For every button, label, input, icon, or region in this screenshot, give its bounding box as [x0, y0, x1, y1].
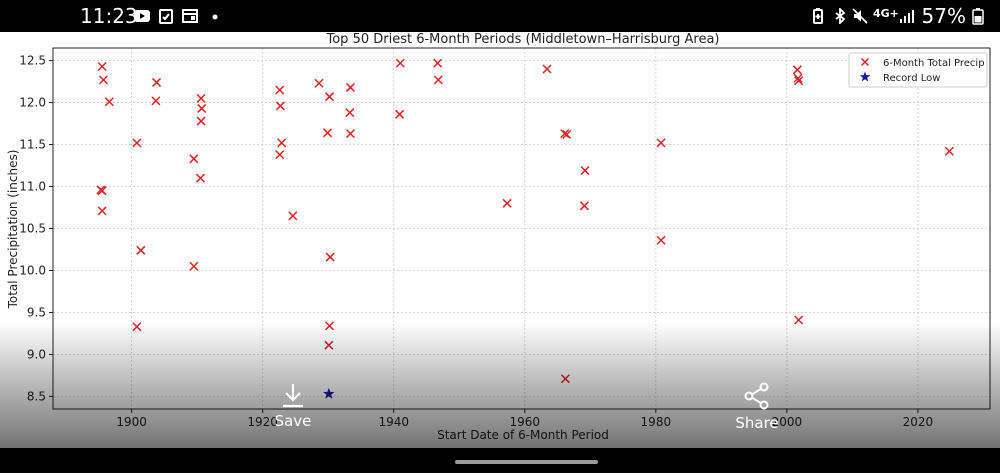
- data-point-x: [151, 77, 162, 87]
- data-point-x: [502, 198, 512, 208]
- status-bar: 11:23 4G+ 57%: [0, 0, 1000, 32]
- x-axis-label: Start Date of 6-Month Period: [437, 428, 609, 442]
- data-point-x: [275, 101, 285, 111]
- data-point-x: [195, 173, 205, 183]
- save-button[interactable]: Save: [253, 382, 333, 430]
- data-point-x: [433, 58, 443, 68]
- battery-saver-icon: [813, 8, 823, 24]
- data-point-x: [325, 252, 335, 262]
- data-point-x: [345, 108, 355, 118]
- data-point-x: [560, 374, 570, 384]
- network-type: 4G+: [873, 7, 899, 20]
- x-tick-label: 2020: [903, 415, 934, 429]
- navigation-bar: [0, 448, 1000, 473]
- x-tick-label: 1980: [641, 415, 672, 429]
- legend-box: [848, 52, 988, 88]
- y-tick-label: 11.0: [19, 180, 46, 194]
- data-point-x: [324, 340, 334, 350]
- y-tick-label: 8.5: [27, 389, 46, 403]
- data-point-x: [97, 206, 107, 216]
- data-point-x: [323, 128, 333, 138]
- clipboard-icon: [159, 9, 173, 24]
- legend-marker-x: [860, 57, 870, 67]
- y-tick-label: 10.5: [19, 222, 46, 236]
- data-point-x: [324, 321, 335, 331]
- data-point-x: [794, 315, 804, 325]
- data-point-x: [189, 154, 199, 164]
- data-point-x: [132, 138, 142, 148]
- data-point-x: [562, 129, 572, 140]
- data-point-x: [580, 166, 590, 176]
- share-icon: [744, 382, 769, 410]
- status-time: 11:23: [80, 4, 138, 28]
- legend: 6-Month Total Precip Record Low: [848, 52, 988, 88]
- home-gesture-handle[interactable]: [455, 460, 598, 464]
- y-tick-label: 11.5: [19, 138, 46, 152]
- data-point-x: [196, 116, 206, 126]
- battery-icon: [972, 8, 984, 25]
- y-axis-ticks: 8.5 9.0 9.5 10.0 10.5 11.0 11.5 12.0 12.5: [19, 54, 53, 403]
- data-point-x: [288, 211, 298, 221]
- y-tick-label: 9.5: [27, 305, 46, 319]
- data-point-x: [275, 85, 285, 95]
- data-point-x: [277, 138, 287, 148]
- y-tick-label: 12.0: [19, 96, 46, 110]
- data-point-x: [132, 322, 142, 332]
- data-point-x: [197, 103, 207, 113]
- save-label: Save: [274, 412, 312, 430]
- y-tick-label: 9.0: [27, 347, 46, 361]
- data-point-x: [433, 75, 443, 85]
- share-label: Share: [735, 414, 779, 432]
- image-viewer[interactable]: Top 50 Driest 6-Month Periods (Middletow…: [0, 32, 1000, 448]
- y-tick-label: 12.5: [19, 54, 46, 68]
- data-point-x: [944, 146, 954, 156]
- data-point-x: [395, 58, 405, 68]
- x-tick-label: 1900: [116, 415, 147, 429]
- legend-marker-star: [859, 71, 871, 82]
- legend-label: 6-Month Total Precip: [883, 58, 985, 69]
- data-point-x: [656, 235, 666, 245]
- signal-icon: [900, 10, 914, 23]
- data-point-x: [656, 138, 666, 148]
- data-point-x: [579, 201, 589, 211]
- data-point-x: [345, 129, 356, 139]
- share-button[interactable]: Share: [717, 382, 797, 432]
- y-axis-label: Total Precipitation (inches): [6, 150, 20, 310]
- data-point-x: [104, 97, 114, 107]
- x-axis-ticks: 1900 1920 1940 1960 1980 2000 2020: [116, 409, 933, 429]
- data-point-x: [324, 92, 335, 102]
- data-point-x: [792, 65, 802, 75]
- data-point-x: [136, 245, 146, 255]
- youtube-icon: [134, 10, 150, 22]
- y-tick-label: 10.0: [19, 263, 46, 277]
- scatter-chart: Top 50 Driest 6-Month Periods (Middletow…: [6, 32, 991, 442]
- chart-title: Top 50 Driest 6-Month Periods (Middletow…: [326, 32, 720, 47]
- legend-label: Record Low: [883, 73, 940, 84]
- data-point-x: [542, 64, 552, 74]
- battery-percent: 57%: [921, 4, 966, 28]
- data-point-x: [560, 129, 570, 139]
- mute-icon: [852, 8, 868, 24]
- data-point-x: [189, 261, 199, 271]
- download-icon: [283, 384, 303, 408]
- calendar-icon: [182, 9, 198, 23]
- data-point-x: [196, 93, 206, 103]
- grid-lines: [53, 48, 990, 409]
- data-point-x: [98, 75, 108, 85]
- data-point-x: [275, 150, 285, 160]
- dot-icon: [212, 14, 218, 20]
- bluetooth-icon: [835, 8, 846, 24]
- data-point-x: [395, 109, 405, 119]
- data-point-x: [345, 82, 356, 92]
- data-point-x: [97, 61, 107, 72]
- x-tick-label: 1960: [510, 415, 541, 429]
- data-point-x: [97, 186, 107, 196]
- data-point-x: [151, 96, 161, 106]
- data-point-x: [314, 78, 324, 88]
- x-tick-label: 1940: [378, 415, 409, 429]
- data-point-x: [794, 76, 804, 86]
- data-point-x: [793, 73, 803, 83]
